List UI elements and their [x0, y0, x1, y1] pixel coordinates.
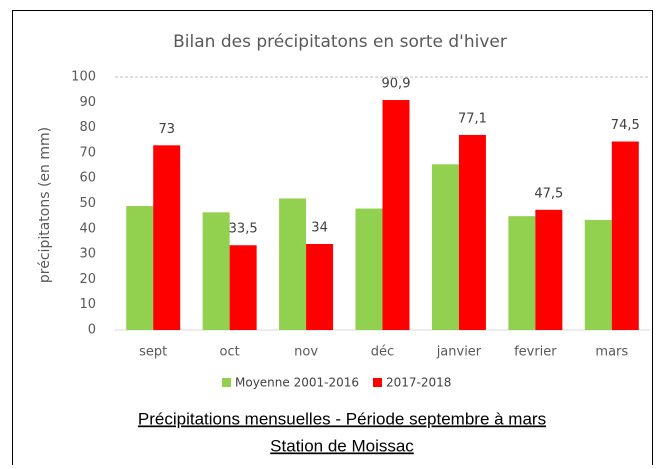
y-tick-label: 40: [79, 221, 96, 236]
x-tick-label: nov: [294, 345, 318, 360]
y-tick-label: 30: [79, 247, 96, 262]
data-label: 47,5: [534, 186, 563, 201]
x-tick-label: janvier: [436, 345, 482, 360]
y-tick-label: 90: [79, 95, 96, 110]
x-tick-label: mars: [595, 345, 628, 360]
x-tick-label: fevrier: [514, 345, 557, 360]
bar: [431, 164, 459, 330]
legend-swatch: [373, 378, 382, 387]
bar: [279, 198, 307, 330]
bar: [458, 134, 486, 330]
y-tick-label: 80: [79, 120, 96, 135]
y-tick-label: 70: [79, 145, 96, 160]
bar: [355, 208, 383, 330]
caption: Précipitations mensuelles - Période sept…: [138, 409, 546, 428]
y-tick-label: 100: [71, 70, 96, 85]
x-tick-label: oct: [220, 345, 240, 360]
bar: [584, 219, 612, 330]
bar: [508, 216, 536, 330]
legend-label: 2017-2018: [386, 376, 451, 390]
y-tick-label: 20: [79, 272, 96, 287]
bar: [535, 209, 563, 330]
data-label: 33,5: [229, 222, 258, 237]
bar: [382, 100, 410, 330]
frame: [12, 10, 653, 469]
bar: [153, 145, 181, 330]
data-label: 77,1: [458, 111, 487, 126]
data-label: 73: [158, 122, 175, 137]
legend-label: Moyenne 2001-2016: [235, 376, 359, 390]
y-tick-label: 60: [79, 171, 96, 186]
legend-swatch: [222, 378, 231, 387]
bar: [126, 206, 154, 330]
bar: [611, 141, 639, 330]
data-label: 34: [311, 220, 328, 235]
y-axis-label: précipitatons (en mm): [37, 127, 53, 283]
bar: [306, 243, 334, 330]
y-tick-label: 0: [88, 323, 96, 338]
x-tick-label: sept: [139, 345, 167, 360]
y-tick-label: 50: [79, 196, 96, 211]
data-label: 74,5: [611, 118, 640, 133]
y-tick-label: 10: [79, 297, 96, 312]
data-label: 90,9: [382, 77, 411, 92]
bar: [202, 212, 230, 330]
chart-title: Bilan des précipitatons en sorte d'hiver: [173, 32, 507, 52]
caption: Station de Moissac: [270, 436, 414, 455]
bar: [229, 245, 257, 330]
x-tick-label: déc: [371, 345, 394, 360]
